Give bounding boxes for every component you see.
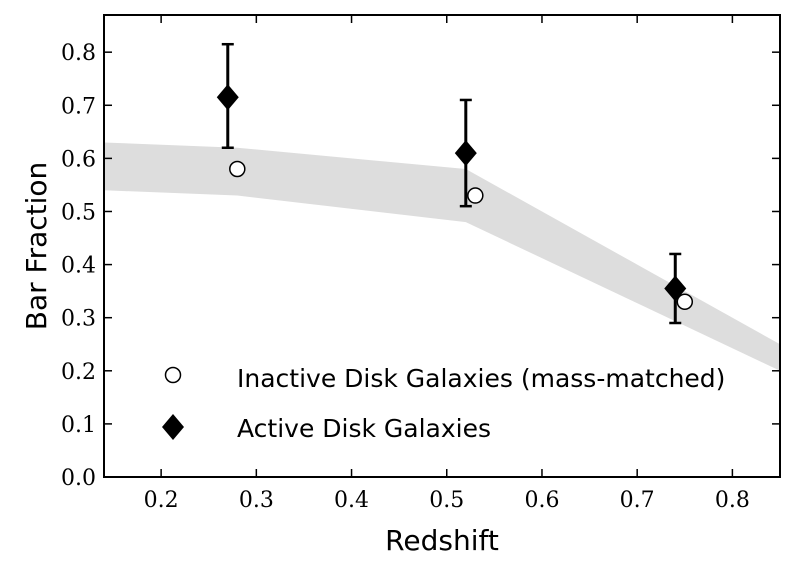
x-tick-label: 0.8 bbox=[715, 488, 750, 513]
confidence-band bbox=[104, 142, 780, 371]
point-inactive-2 bbox=[676, 293, 694, 311]
y-tick-label: 0.4 bbox=[61, 254, 96, 279]
y-tick-label: 0.5 bbox=[61, 200, 96, 225]
x-tick-label: 0.6 bbox=[524, 488, 559, 513]
legend-label-inactive: Inactive Disk Galaxies (mass-matched) bbox=[237, 364, 725, 393]
x-tick-label: 0.5 bbox=[429, 488, 464, 513]
legend: Inactive Disk Galaxies (mass-matched) Ac… bbox=[162, 364, 725, 443]
confidence-band-layer bbox=[104, 142, 780, 371]
y-tick-label: 0.3 bbox=[61, 307, 96, 332]
y-tick-label: 0.0 bbox=[61, 466, 96, 491]
plot-frame bbox=[103, 14, 781, 478]
y-tick-label: 0.7 bbox=[61, 94, 96, 119]
x-tick-label: 0.3 bbox=[239, 488, 274, 513]
tick-layer: 0.2 0.3 0.4 0.5 0.6 0.7 0.8 0.0 0.1 0.2 0.3 0.4 0.5 0… bbox=[61, 15, 780, 513]
x-tick-label: 0.7 bbox=[620, 488, 655, 513]
y-tick-label: 0.6 bbox=[61, 147, 96, 172]
y-tick-label: 0.8 bbox=[61, 41, 96, 66]
point-active-0 bbox=[216, 84, 239, 111]
x-tick-label: 0.2 bbox=[144, 488, 179, 513]
point-inactive-0 bbox=[229, 160, 246, 178]
marker-layer bbox=[216, 84, 694, 311]
x-tick-label: 0.4 bbox=[334, 488, 369, 513]
y-tick-label: 0.2 bbox=[61, 360, 96, 385]
legend-label-active: Active Disk Galaxies bbox=[237, 414, 491, 443]
y-axis-label: Bar Fraction bbox=[20, 162, 53, 331]
x-axis-label: Redshift bbox=[385, 524, 499, 557]
legend-marker-inactive bbox=[164, 366, 182, 384]
legend-marker-active bbox=[162, 414, 184, 440]
y-tick-label: 0.1 bbox=[61, 413, 96, 438]
point-active-1 bbox=[454, 140, 477, 167]
point-active-2 bbox=[664, 275, 687, 302]
point-inactive-1 bbox=[467, 187, 484, 204]
